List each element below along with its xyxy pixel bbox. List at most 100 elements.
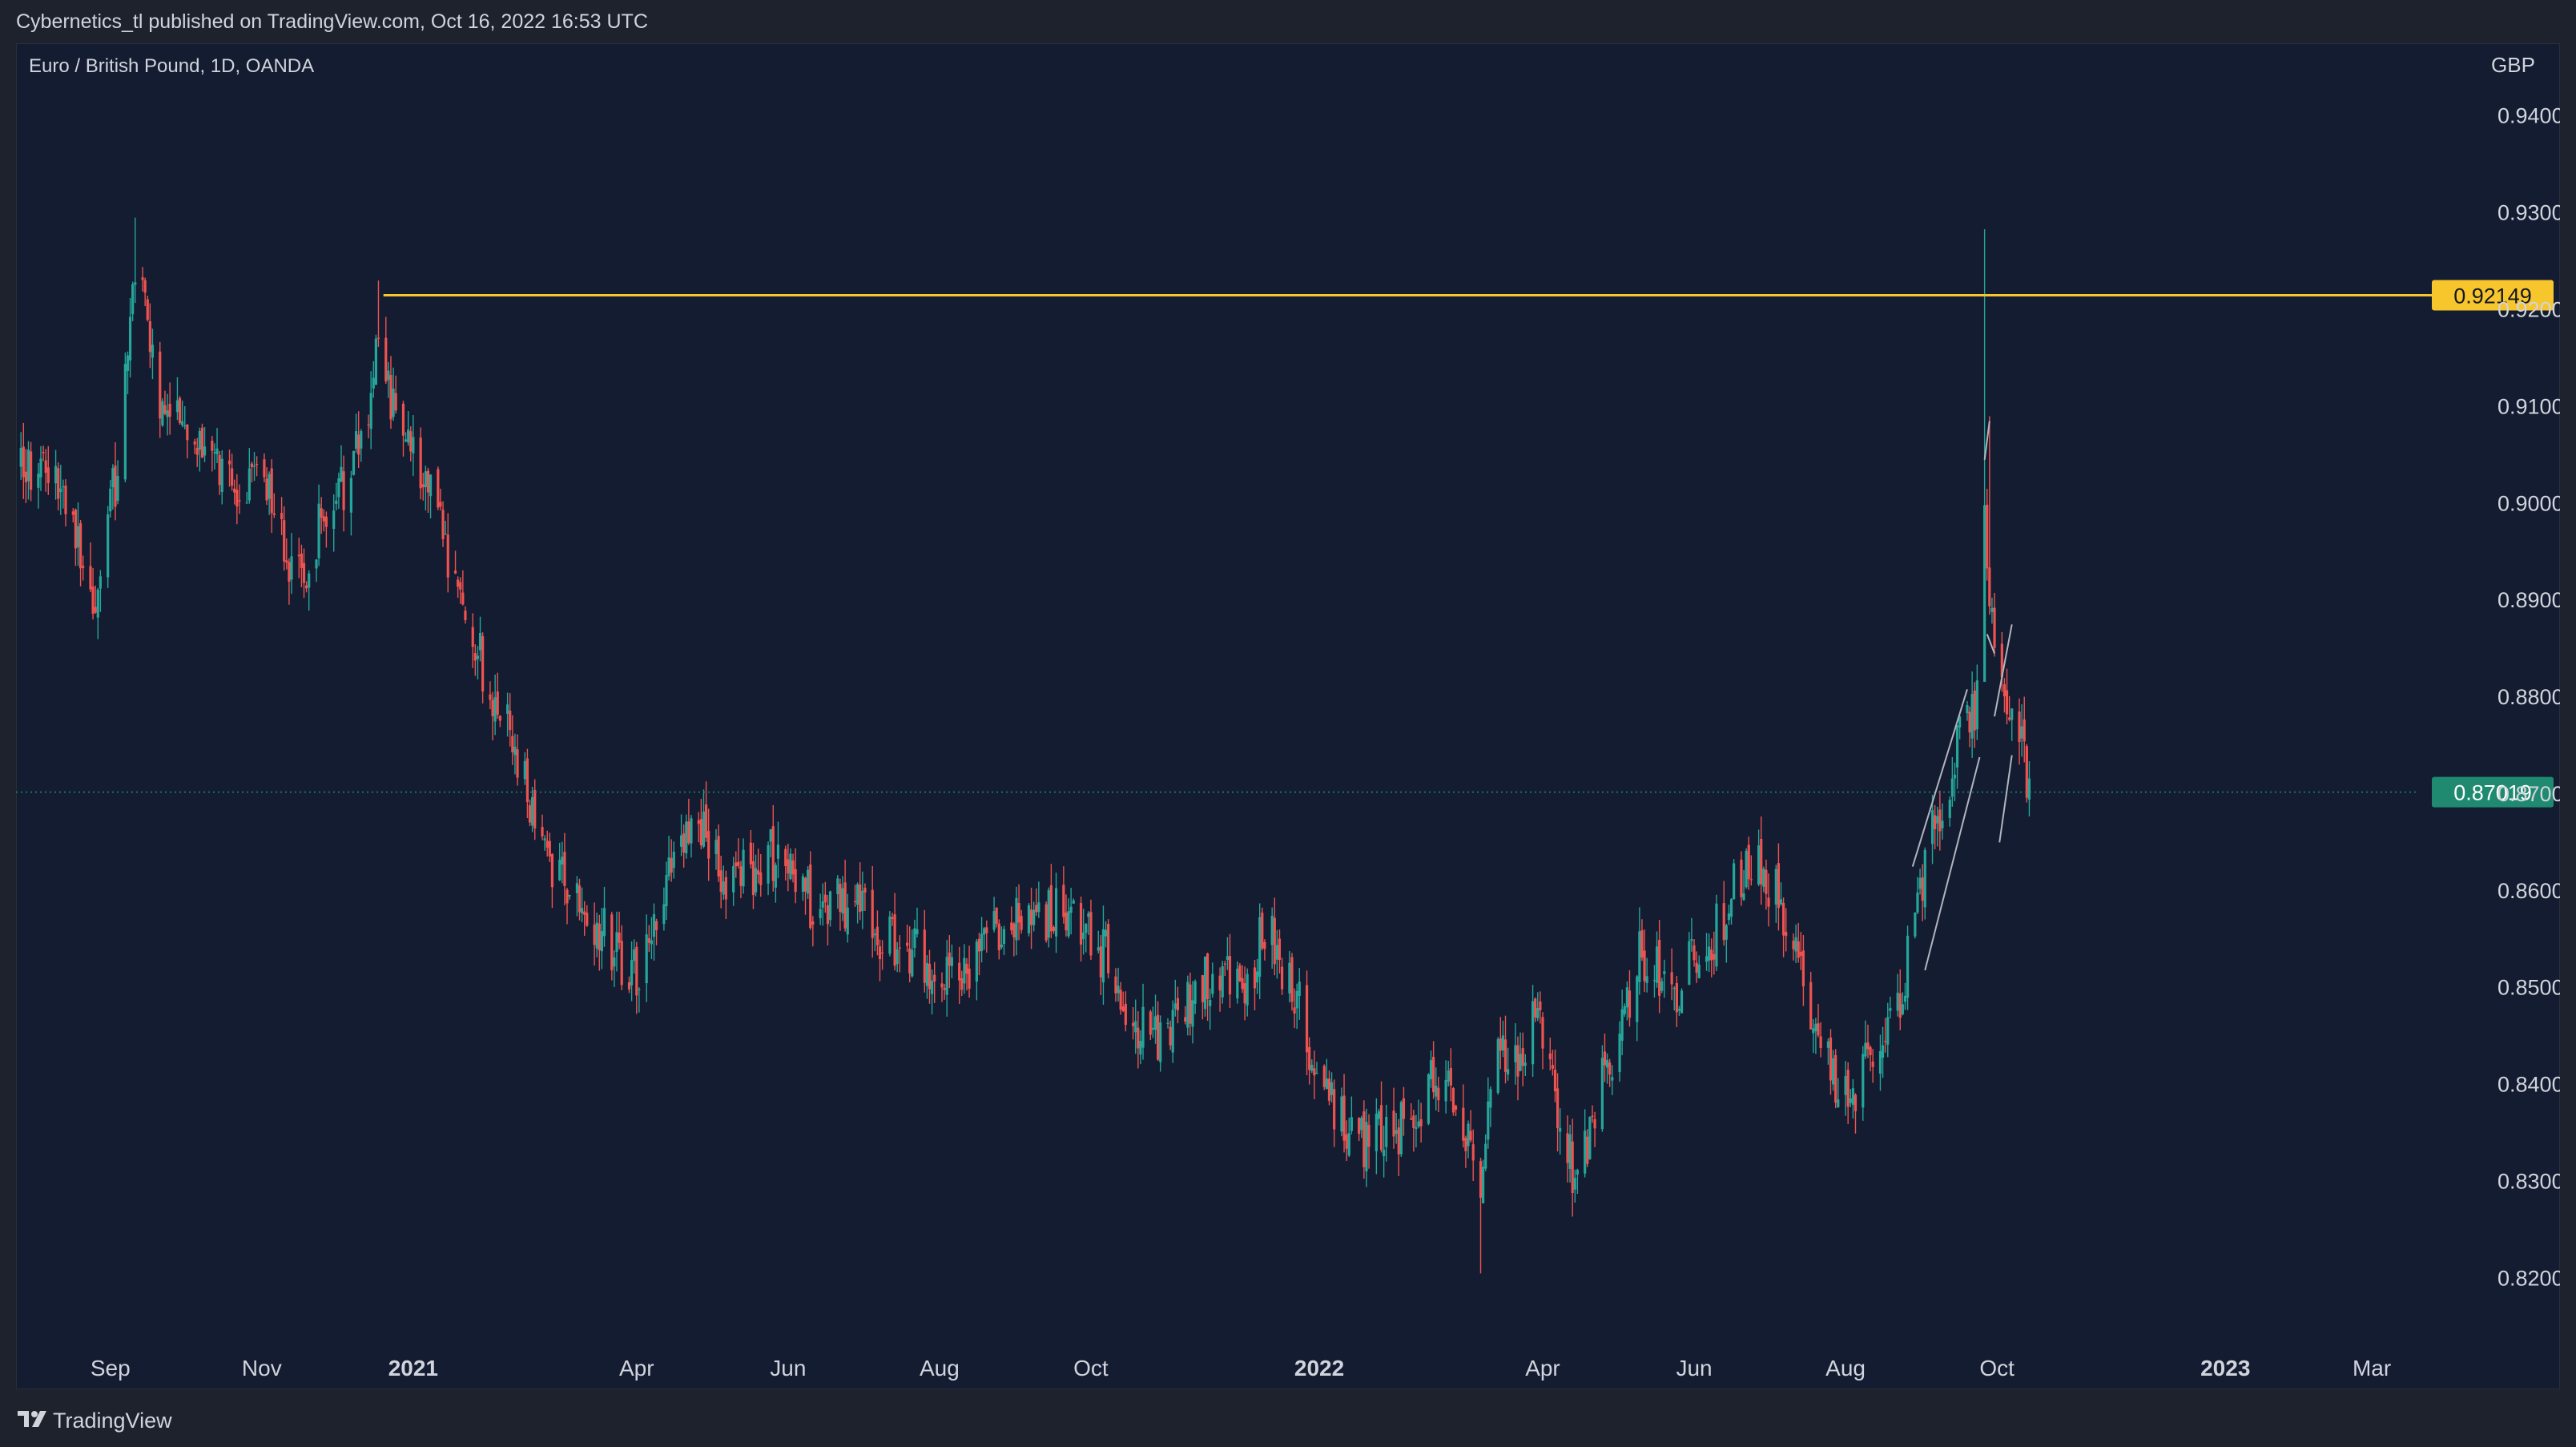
candle-body <box>516 749 519 778</box>
candle-body <box>1444 1079 1447 1102</box>
candle-body <box>439 502 442 507</box>
candle-body <box>1553 1070 1557 1092</box>
candle-body <box>620 941 623 985</box>
candle-body <box>1293 1007 1296 1014</box>
candle-body <box>1037 902 1040 913</box>
candle-body <box>1655 946 1659 983</box>
candle-body <box>1896 992 1899 1011</box>
candle-body <box>1955 725 1959 768</box>
candle-body <box>1849 1098 1852 1103</box>
candle-body <box>774 865 777 888</box>
candle-body <box>1449 1068 1452 1086</box>
candle-body <box>1191 1000 1194 1027</box>
x-tick-label: Nov <box>242 1356 282 1380</box>
candle-body <box>1990 607 1994 612</box>
trendline[interactable] <box>1983 421 1990 460</box>
candle-body <box>1785 931 1788 937</box>
candle-body <box>759 872 763 885</box>
tradingview-logo-icon[interactable] <box>16 1406 48 1432</box>
candle-body <box>1432 1057 1435 1093</box>
candle-body <box>1151 1027 1155 1030</box>
candle-body <box>1819 1036 1822 1048</box>
x-tick-label: 2022 <box>1294 1356 1344 1380</box>
candle-body <box>598 923 601 951</box>
candle-body <box>1898 993 1902 1018</box>
candle-body <box>1593 1119 1596 1129</box>
currency-label: GBP <box>2491 53 2535 77</box>
candle-body <box>1710 949 1713 961</box>
candle-body <box>997 923 1000 951</box>
trendline[interactable] <box>1924 756 1981 971</box>
candle-body <box>1032 909 1036 925</box>
candle-body <box>2005 690 2009 715</box>
candle-body <box>1469 1131 1472 1141</box>
candle-body <box>1012 923 1016 938</box>
candle-body <box>268 474 271 499</box>
candle-body <box>114 466 117 507</box>
candle-body <box>652 914 656 937</box>
tradingview-brand[interactable]: TradingView <box>53 1409 172 1433</box>
candle-body <box>771 826 775 881</box>
candle-body <box>1451 1088 1455 1113</box>
candle-body <box>1327 1078 1331 1101</box>
candle-body <box>1782 902 1785 936</box>
candle-body <box>1402 1098 1406 1119</box>
candle-body <box>719 870 722 893</box>
candle-body <box>1695 962 1698 973</box>
candle-body <box>1675 983 1678 1013</box>
trendline[interactable] <box>1994 624 2013 717</box>
candle-body <box>702 811 706 847</box>
candle-body <box>807 869 810 894</box>
candle-body <box>1658 940 1661 996</box>
candle-body <box>285 560 288 563</box>
candle-body <box>1643 950 1646 981</box>
candle-body <box>1471 1144 1475 1161</box>
candle-body <box>409 431 413 452</box>
candle-body <box>801 876 805 893</box>
trendline[interactable] <box>1986 634 1995 655</box>
candle-body <box>578 885 582 913</box>
candle-body <box>324 516 328 527</box>
candle-body <box>784 848 787 866</box>
candle-body <box>836 878 839 894</box>
candle-body <box>566 889 569 904</box>
candle-body <box>1410 1118 1413 1120</box>
candle-body <box>446 534 449 578</box>
candle-body <box>531 796 534 826</box>
candle-body <box>1253 967 1257 989</box>
candle-body <box>256 463 259 466</box>
trendline[interactable] <box>1998 755 2013 843</box>
candle-body <box>1812 1028 1815 1034</box>
candle-body <box>200 427 204 458</box>
candle-body <box>1826 1041 1829 1048</box>
trendline[interactable] <box>1911 689 1968 867</box>
candle-body <box>1221 966 1224 998</box>
candle-body <box>841 888 844 913</box>
candle-body <box>923 929 926 983</box>
candle-body <box>1290 957 1294 1002</box>
x-tick-label: Aug <box>920 1356 960 1380</box>
candle-body <box>1119 990 1122 1010</box>
candle-body <box>1975 680 1978 730</box>
candle-body <box>811 921 815 925</box>
candle-body <box>1722 903 1725 941</box>
candle-body <box>166 410 169 417</box>
candle-body <box>1223 963 1226 965</box>
candle-body <box>2020 726 2023 739</box>
candle-body <box>968 968 971 989</box>
candle-body <box>1941 820 1944 828</box>
candle-body <box>1270 915 1274 945</box>
candle-body <box>489 694 492 700</box>
last-price-badge <box>2432 776 2554 808</box>
candle-body <box>1392 1110 1395 1137</box>
chart-panel[interactable] <box>16 43 2560 1389</box>
candle-body <box>1745 850 1748 888</box>
candle-body <box>1851 1088 1854 1105</box>
candle-body <box>1467 1123 1470 1147</box>
